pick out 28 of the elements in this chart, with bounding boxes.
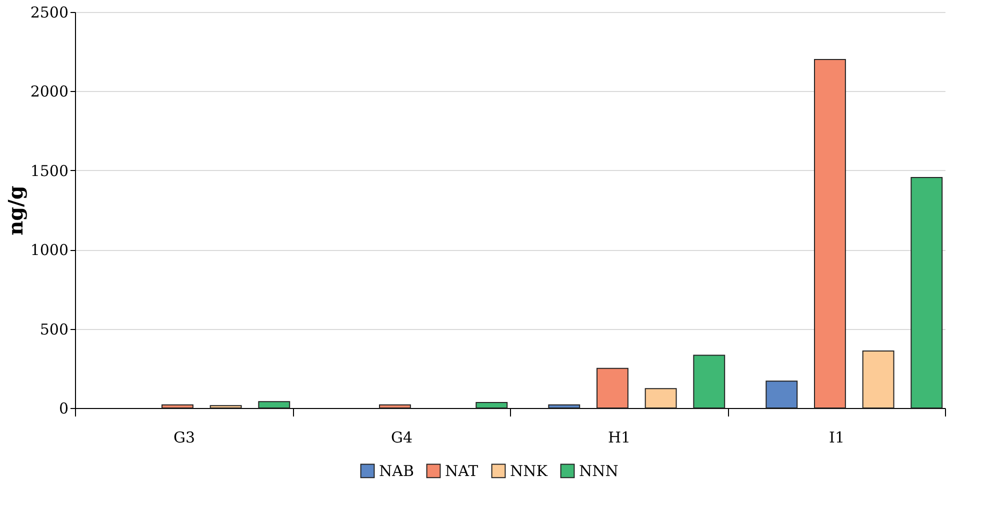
bar <box>910 177 943 408</box>
legend-label: NAT <box>445 462 478 480</box>
x-tick-label: H1 <box>608 428 631 446</box>
y-tick-label: 1000 <box>30 241 68 260</box>
bar <box>693 354 726 408</box>
x-tick-label: G3 <box>173 428 196 446</box>
y-tick-label: 0 <box>58 400 68 418</box>
bar <box>766 380 798 408</box>
bar <box>476 402 508 408</box>
bar <box>644 388 677 408</box>
y-axis-title: ng/g <box>3 186 28 236</box>
bar <box>210 405 242 408</box>
bar <box>862 350 894 408</box>
x-tick-label: G4 <box>390 428 413 446</box>
legend-label: NNN <box>579 462 618 480</box>
x-tick-label: I1 <box>829 428 844 446</box>
legend-label: NNK <box>510 462 548 480</box>
bar <box>814 59 846 408</box>
bar <box>258 401 290 408</box>
bar <box>548 404 580 408</box>
y-tick-label: 2500 <box>30 4 68 22</box>
bar <box>596 368 628 408</box>
bar <box>379 404 411 408</box>
y-tick-label: 1500 <box>30 162 68 180</box>
y-tick-label: 500 <box>40 320 68 338</box>
bar <box>162 404 194 408</box>
y-tick-label: 2000 <box>30 82 68 101</box>
legend-label: NAB <box>379 462 414 480</box>
